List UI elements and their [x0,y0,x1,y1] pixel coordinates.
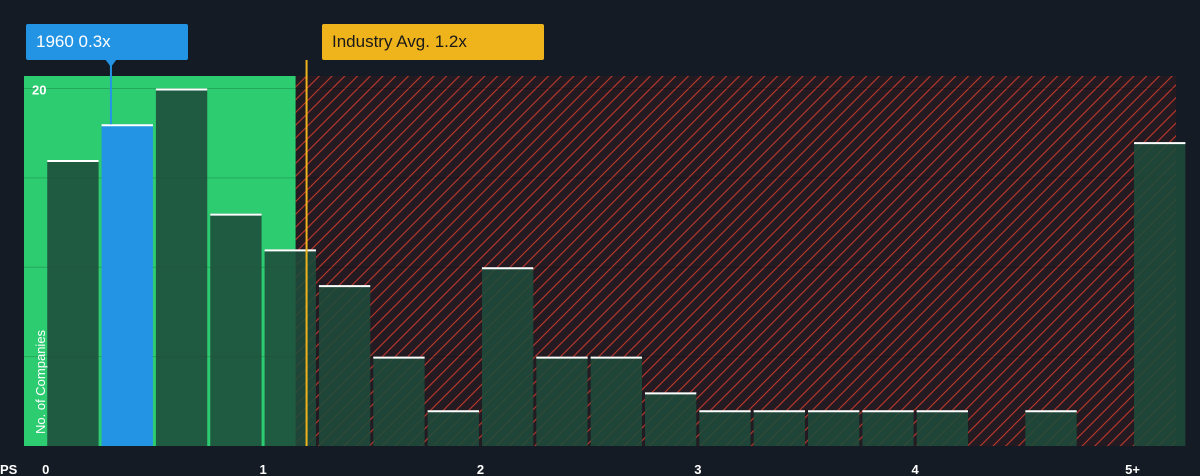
x-tick-label: 0 [42,462,49,476]
histogram-bar [1025,410,1077,446]
histogram-bar [862,410,914,446]
overvalued-zone [295,76,1176,446]
x-tick-label: 1 [259,462,266,476]
histogram-bar [590,356,642,446]
x-tick-label: 4 [912,462,920,476]
histogram-bar [47,160,99,447]
histogram-bar [1134,142,1186,447]
histogram-bar [318,285,371,446]
histogram-bar [210,213,262,446]
histogram-bar [644,392,697,446]
company-callout-pointer [104,59,117,67]
x-tick-label: 3 [694,462,701,476]
histogram-bar [155,88,208,446]
histogram-bar [916,410,969,446]
y-axis-label: No. of Companies [33,329,48,434]
histogram-bar [427,410,479,446]
histogram-bar [753,410,805,446]
histogram-bar [373,356,425,446]
x-tick-label: 2 [477,462,484,476]
histogram-bar [536,356,588,446]
histogram-bar [699,410,751,446]
x-axis-label: PS [0,462,18,476]
histogram-bar [807,410,860,446]
histogram-bar [481,267,534,446]
x-tick-label: 5+ [1125,462,1140,476]
y-tick-label: 20 [32,83,46,98]
histogram-bar [101,124,153,447]
histogram-bar [264,249,316,446]
company-ps-callout: 1960 0.3x [26,24,188,60]
industry-average-callout: Industry Avg. 1.2x [322,24,544,60]
